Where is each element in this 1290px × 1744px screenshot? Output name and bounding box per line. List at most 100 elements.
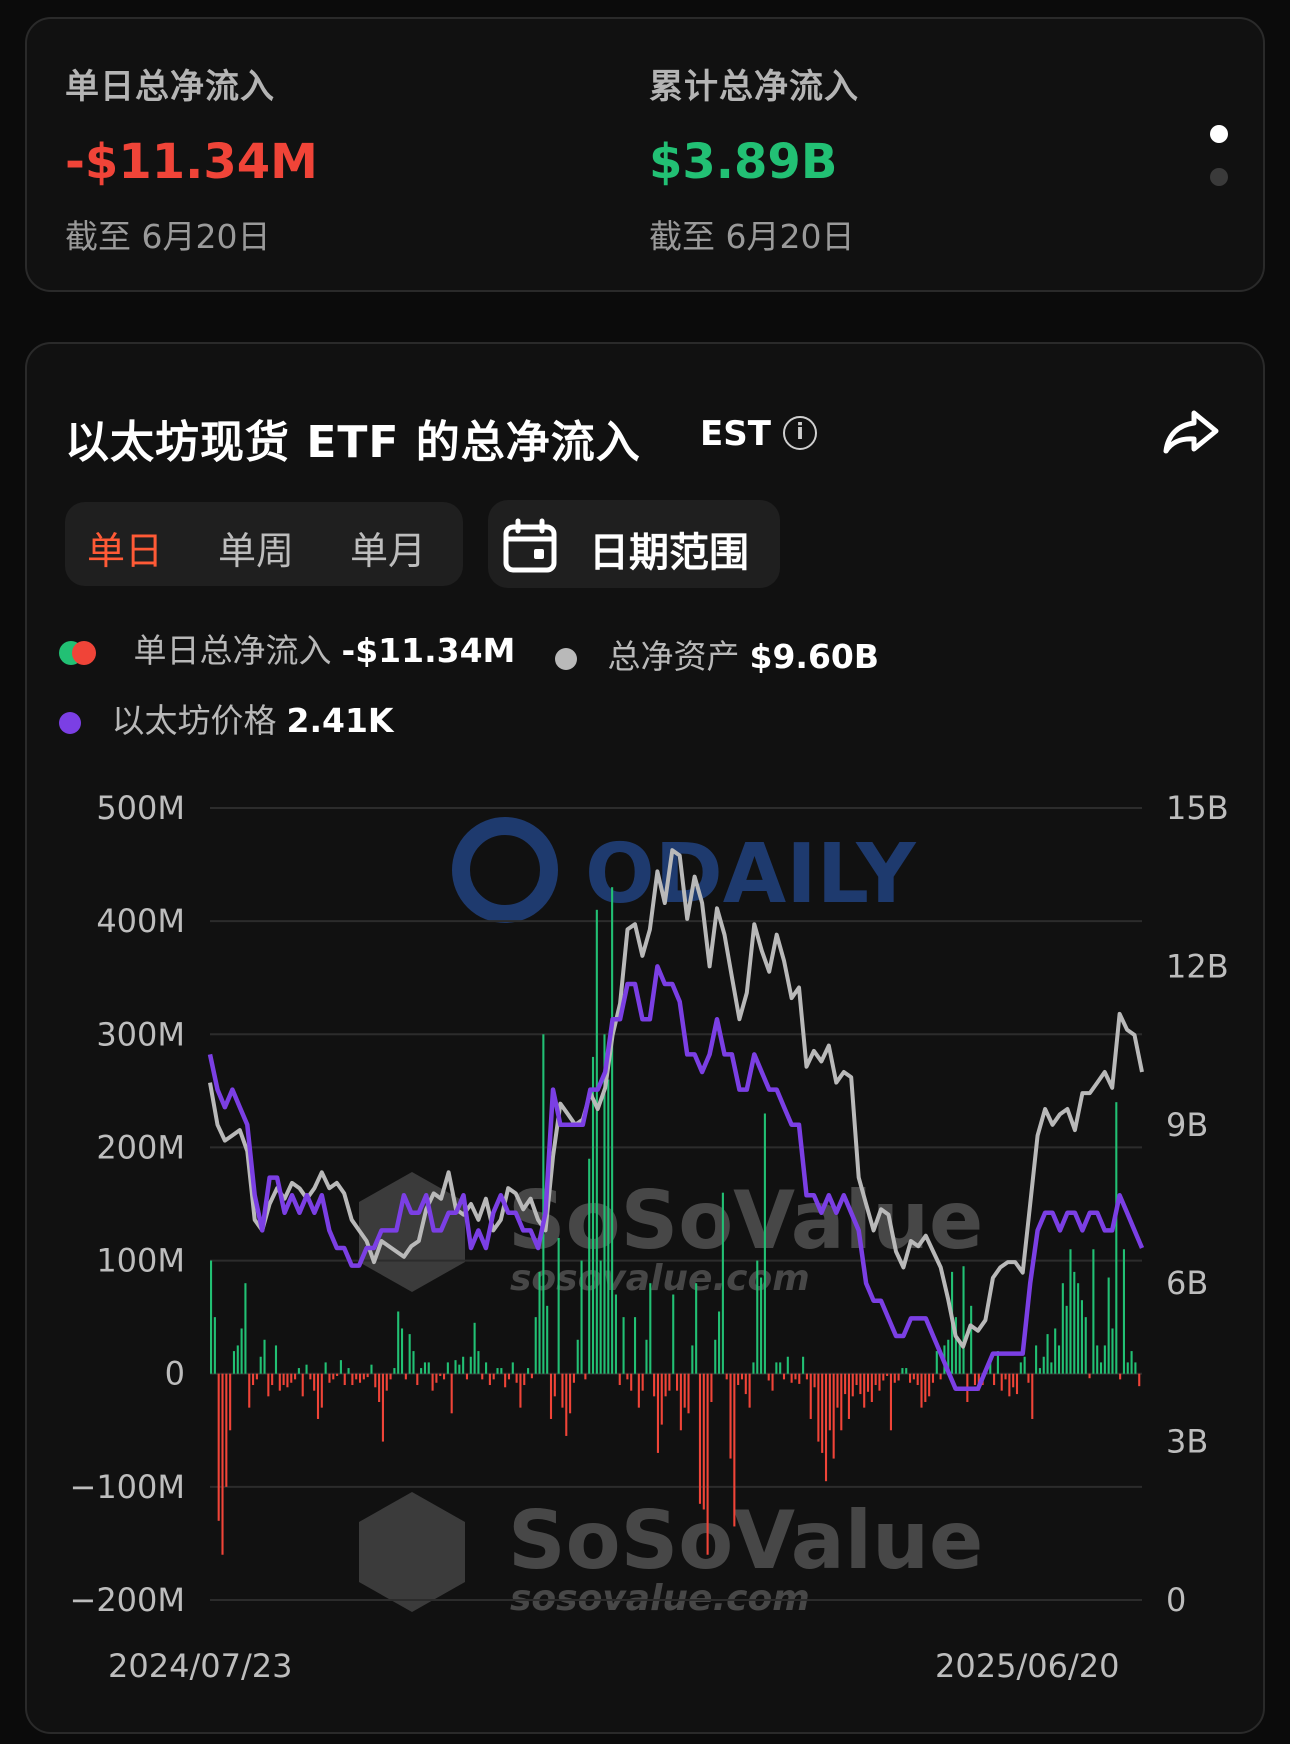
inflow-bar (1057, 1345, 1061, 1374)
y-left-tick-label: 300M (96, 1015, 185, 1053)
inflow-bar (630, 1373, 633, 1391)
inflow-bar (1111, 1328, 1114, 1374)
summary-card: 单日总净流入 -$11.34M 截至 6月20日 累计总净流入 $3.89B 截… (25, 17, 1265, 292)
inflow-bar (996, 1351, 999, 1374)
inflow-bar (523, 1373, 526, 1386)
y-left-tick-label: −200M (70, 1581, 186, 1619)
inflow-bar (649, 1283, 652, 1374)
inflow-bar (599, 1260, 602, 1374)
inflow-bar (458, 1364, 461, 1374)
legend-price[interactable]: 以太坊价格 2.41K (59, 694, 394, 742)
pager-dot-active[interactable] (1210, 125, 1228, 143)
tab-weekly[interactable]: 单周 (218, 529, 295, 573)
inflow-bar (973, 1373, 977, 1386)
pager-dot[interactable] (1210, 168, 1228, 186)
calendar-icon (502, 518, 558, 578)
info-icon[interactable]: i (783, 416, 817, 450)
inflow-bar (611, 887, 614, 1374)
inflow-bar (232, 1351, 236, 1374)
legend-assets-label: 总净资产 (607, 637, 740, 676)
inflow-bar (870, 1373, 873, 1402)
legend-inflow-label: 单日总净流入 (133, 631, 332, 670)
inflow-bar (935, 1351, 938, 1374)
inflow-bar (603, 1034, 606, 1374)
inflow-bar (374, 1373, 377, 1388)
inflow-bar (378, 1373, 381, 1402)
inflow-bar (641, 1373, 644, 1391)
inflow-bar (305, 1364, 308, 1374)
legend-inflow-value: -$11.34M (341, 631, 516, 670)
inflow-bar (339, 1360, 342, 1374)
cumulative-summary-value: $3.89B (649, 134, 838, 190)
inflow-bar (301, 1373, 304, 1397)
inflow-bar (626, 1373, 629, 1380)
tab-daily[interactable]: 单日 (87, 529, 164, 573)
inflow-bar (931, 1373, 935, 1383)
inflow-bar (1096, 1345, 1099, 1374)
inflow-bar (400, 1328, 404, 1374)
inflow-bar (1122, 1249, 1125, 1374)
inflow-bar (332, 1373, 335, 1380)
inflow-bar (912, 1373, 915, 1380)
y-right-tick-label: 6B (1166, 1264, 1208, 1302)
y-left-tick-label: 200M (96, 1128, 185, 1166)
odaily-text: ODAILY (585, 827, 917, 922)
share-icon[interactable] (1162, 407, 1220, 459)
timezone-label[interactable]: EST (700, 414, 771, 454)
legend-assets[interactable]: 总净资产 $9.60B (555, 630, 879, 678)
inflow-bar (828, 1373, 831, 1431)
inflow-bar (698, 1373, 702, 1504)
inflow-bar (687, 1373, 690, 1414)
inflow-bar (733, 1373, 736, 1527)
price-legend-dot (59, 711, 81, 734)
inflow-bar (702, 1373, 705, 1510)
inflow-bar (450, 1373, 453, 1414)
inflow-bar (1012, 1373, 1015, 1388)
inflow-bar (538, 1271, 541, 1374)
inflow-bar (786, 1356, 789, 1374)
inflow-bar (542, 1034, 545, 1374)
inflow-bar (782, 1373, 786, 1380)
sosovalue-site-top: sosovalue.com (510, 1258, 810, 1299)
inflow-bar (989, 1362, 992, 1374)
inflow-bar (294, 1373, 297, 1380)
y-axis-right: 15B 12B 9B 6B 3B 0 (1166, 789, 1229, 1619)
sosovalue-brand-top: SoSoValue (508, 1174, 983, 1267)
inflow-bar (389, 1373, 392, 1380)
inflow-bar (210, 1260, 213, 1374)
legend-price-value: 2.41K (286, 701, 394, 740)
date-range-button[interactable]: 日期范围 (488, 500, 780, 588)
inflow-bar (1088, 1373, 1091, 1379)
inflow-bar (576, 1339, 579, 1374)
inflow-bar (534, 1317, 537, 1374)
inflow-bar (1099, 1362, 1103, 1374)
inflow-bar (763, 1113, 766, 1374)
sosovalue-logo-bottom (359, 1492, 465, 1612)
inflow-bar (633, 1317, 637, 1374)
inflow-bar (695, 1283, 698, 1374)
inflow-bar (1004, 1373, 1007, 1380)
inflow-bar (752, 1362, 755, 1374)
inflow-bar (1027, 1373, 1030, 1383)
inflow-bar (553, 1373, 556, 1397)
tab-monthly[interactable]: 单月 (350, 529, 427, 573)
inflow-bar (519, 1373, 522, 1408)
legend-inflow[interactable]: 单日总净流入 -$11.34M (59, 624, 515, 672)
inflow-bar (355, 1373, 358, 1380)
inflow-bar (809, 1373, 812, 1419)
inflow-bar (1035, 1345, 1038, 1374)
inflow-bar (775, 1362, 778, 1374)
inflow-bar (740, 1373, 744, 1380)
inflow-bar (446, 1362, 449, 1374)
inflow-bar (423, 1362, 426, 1374)
inflow-bar (897, 1373, 900, 1381)
inflow-bar (859, 1373, 862, 1395)
inflow-bar (316, 1373, 320, 1419)
inflow-bar (465, 1373, 469, 1380)
inflow-bar (718, 1311, 721, 1374)
inflow-bar (347, 1368, 350, 1374)
inflow-bar (645, 1339, 648, 1374)
inflow-bar (714, 1339, 717, 1374)
inflow-bar (928, 1373, 931, 1397)
